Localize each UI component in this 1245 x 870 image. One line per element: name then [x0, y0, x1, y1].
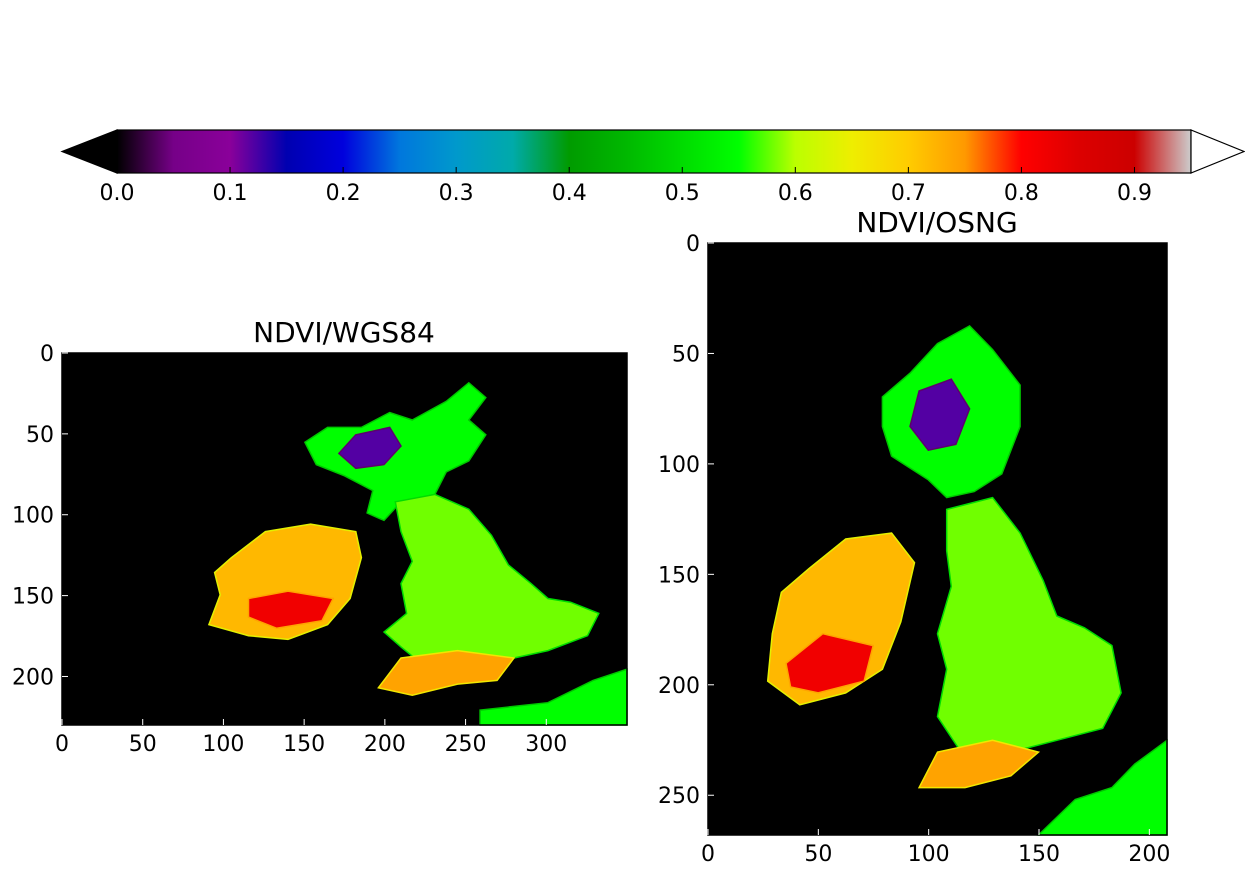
colorbar-tick-label: 0.0 — [100, 181, 135, 206]
colorbar-under-extension — [60, 129, 118, 174]
y-tick-label: 0 — [40, 342, 54, 367]
x-tick-label: 50 — [129, 732, 157, 757]
wgs84-map-image — [207, 381, 628, 726]
y-tick-label: 0 — [686, 232, 700, 257]
y-tick-label: 200 — [12, 665, 54, 690]
y-tick-label: 150 — [12, 585, 54, 610]
x-tick-label: 0 — [701, 842, 715, 867]
osng-region-ireland-south — [785, 632, 875, 694]
x-tick-label: 50 — [804, 842, 832, 867]
x-tick-label: 0 — [55, 732, 69, 757]
x-tick-label: 100 — [202, 732, 244, 757]
x-tick-label: 100 — [908, 842, 950, 867]
colorbar-tick-label: 0.2 — [326, 181, 361, 206]
osng-region-southwest — [917, 739, 1041, 789]
y-tick-label: 50 — [26, 423, 54, 448]
x-tick-label: 200 — [364, 732, 406, 757]
colorbar-ticks: 0.0 0.1 0.2 0.3 0.4 0.5 0.6 0.7 0.8 0.9 — [100, 167, 1152, 206]
x-tick-label: 200 — [1128, 842, 1170, 867]
y-tick-label: 100 — [12, 504, 54, 529]
osng-axes-frame — [707, 242, 1168, 836]
colorbar-over-extension — [1190, 129, 1245, 174]
colorbar-tick-label: 0.4 — [552, 181, 587, 206]
panel-title-wgs84: NDVI/WGS84 — [253, 316, 435, 349]
colorbar-tick-label: 0.9 — [1117, 181, 1152, 206]
colorbar-tick-label: 0.1 — [213, 181, 248, 206]
colorbar: 0.0 0.1 0.2 0.3 0.4 0.5 0.6 0.7 0.8 0.9 — [60, 129, 1245, 206]
x-tick-label: 150 — [283, 732, 325, 757]
colorbar-tick-label: 0.8 — [1004, 181, 1039, 206]
colorbar-tick-label: 0.6 — [778, 181, 813, 206]
y-tick-label: 150 — [658, 563, 700, 588]
osng-region-highlands — [909, 378, 971, 452]
y-tick-label: 250 — [658, 784, 700, 809]
colorbar-tick-label: 0.7 — [891, 181, 926, 206]
colorbar-tick-label: 0.3 — [439, 181, 474, 206]
wgs84-region-england-wales — [382, 493, 600, 667]
wgs84-region-ireland-south — [247, 590, 335, 630]
colorbar-gradient-bar — [116, 129, 1192, 174]
wgs84-axes-frame — [61, 352, 628, 726]
ndvi-wgs84-panel: NDVI/WGS84 0 50 100 150 200 250 300 0 50 100 150 20… — [12, 316, 628, 757]
panel-title-osng: NDVI/OSNG — [856, 206, 1017, 239]
x-tick-label: 150 — [1018, 842, 1060, 867]
wgs84-axis-ticks: 0 50 100 150 200 250 300 0 50 100 150 200 — [12, 342, 567, 757]
y-tick-label: 100 — [658, 453, 700, 478]
wgs84-region-southwest — [377, 649, 516, 696]
osng-axis-ticks: 0 50 100 150 200 0 50 100 150 200 250 — [658, 232, 1170, 867]
y-tick-label: 50 — [672, 342, 700, 367]
wgs84-region-highlands — [337, 426, 402, 470]
colorbar-tick-label: 0.5 — [665, 181, 700, 206]
x-tick-label: 300 — [525, 732, 567, 757]
x-tick-label: 250 — [445, 732, 487, 757]
y-tick-label: 200 — [658, 674, 700, 699]
osng-region-england-wales — [936, 496, 1122, 759]
ndvi-osng-panel: NDVI/OSNG 0 50 100 150 200 0 50 100 150 200 250 — [658, 206, 1170, 867]
osng-map-background — [708, 243, 1167, 835]
